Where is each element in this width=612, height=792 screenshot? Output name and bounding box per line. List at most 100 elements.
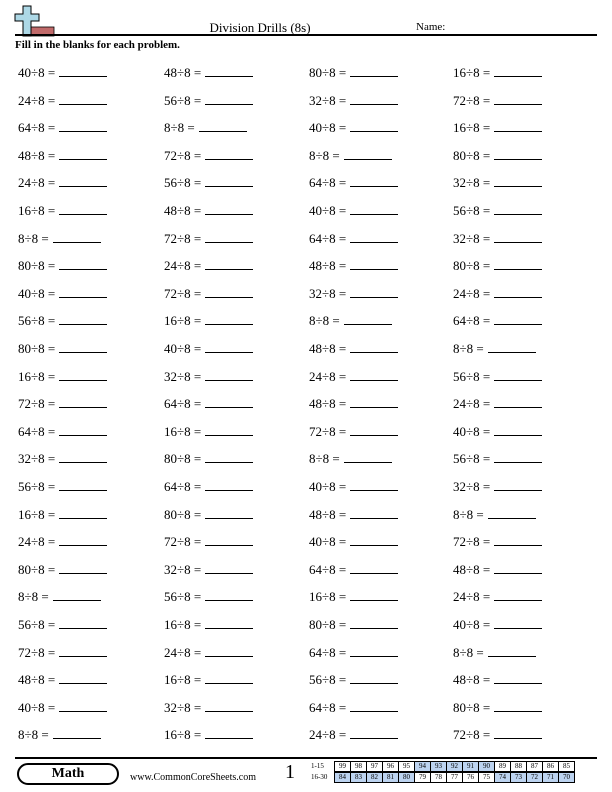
answer-blank[interactable] — [494, 312, 543, 326]
answer-blank[interactable] — [494, 202, 543, 215]
answer-blank[interactable] — [59, 616, 108, 629]
answer-blank[interactable] — [59, 478, 108, 491]
answer-blank[interactable] — [52, 726, 101, 740]
answer-blank[interactable] — [487, 340, 536, 353]
answer-blank[interactable] — [494, 726, 543, 740]
answer-blank[interactable] — [494, 257, 543, 271]
answer-blank[interactable] — [205, 202, 254, 215]
answer-blank[interactable] — [350, 423, 399, 436]
answer-blank[interactable] — [59, 506, 108, 519]
answer-blank[interactable] — [59, 174, 108, 188]
answer-blank[interactable] — [350, 533, 399, 547]
answer-blank[interactable] — [350, 588, 399, 602]
answer-blank[interactable] — [350, 64, 399, 77]
answer-blank[interactable] — [494, 147, 543, 160]
answer-blank[interactable] — [350, 92, 399, 105]
answer-blank[interactable] — [59, 450, 108, 464]
answer-blank[interactable] — [205, 395, 254, 409]
answer-blank[interactable] — [350, 395, 399, 409]
answer-blank[interactable] — [494, 119, 543, 133]
answer-blank[interactable] — [59, 147, 108, 160]
answer-blank[interactable] — [205, 478, 254, 491]
answer-blank[interactable] — [350, 257, 399, 271]
answer-blank[interactable] — [487, 644, 536, 657]
answer-blank[interactable] — [350, 368, 399, 381]
answer-blank[interactable] — [487, 506, 536, 519]
answer-blank[interactable] — [494, 423, 543, 436]
answer-blank[interactable] — [350, 340, 399, 353]
answer-blank[interactable] — [59, 285, 108, 298]
answer-blank[interactable] — [59, 368, 108, 381]
answer-blank[interactable] — [494, 174, 543, 188]
answer-blank[interactable] — [205, 699, 254, 712]
answer-blank[interactable] — [205, 64, 254, 77]
answer-blank[interactable] — [494, 450, 543, 464]
answer-blank[interactable] — [350, 506, 399, 519]
answer-blank[interactable] — [59, 119, 108, 133]
answer-blank[interactable] — [59, 644, 108, 657]
answer-blank[interactable] — [494, 285, 543, 298]
answer-blank[interactable] — [494, 92, 543, 105]
answer-blank[interactable] — [59, 92, 108, 105]
answer-blank[interactable] — [494, 616, 543, 629]
answer-blank[interactable] — [350, 119, 399, 133]
answer-blank[interactable] — [205, 423, 254, 436]
answer-blank[interactable] — [350, 671, 399, 685]
answer-blank[interactable] — [205, 506, 254, 519]
answer-blank[interactable] — [205, 285, 254, 298]
answer-blank[interactable] — [205, 230, 254, 243]
answer-blank[interactable] — [205, 533, 254, 547]
answer-blank[interactable] — [59, 64, 108, 77]
answer-blank[interactable] — [205, 616, 254, 629]
answer-blank[interactable] — [350, 230, 399, 243]
answer-blank[interactable] — [205, 368, 254, 381]
answer-blank[interactable] — [350, 644, 399, 657]
answer-blank[interactable] — [205, 450, 254, 464]
answer-blank[interactable] — [494, 699, 543, 712]
answer-blank[interactable] — [205, 671, 254, 685]
answer-blank[interactable] — [350, 285, 399, 298]
answer-blank[interactable] — [205, 726, 254, 740]
answer-blank[interactable] — [494, 671, 543, 685]
answer-blank[interactable] — [350, 726, 399, 740]
answer-blank[interactable] — [350, 202, 399, 215]
answer-blank[interactable] — [59, 671, 108, 685]
answer-blank[interactable] — [350, 699, 399, 712]
answer-blank[interactable] — [205, 561, 254, 574]
answer-blank[interactable] — [494, 395, 543, 409]
answer-blank[interactable] — [205, 312, 254, 326]
answer-blank[interactable] — [343, 147, 392, 160]
answer-blank[interactable] — [205, 340, 254, 353]
answer-blank[interactable] — [494, 368, 543, 381]
answer-blank[interactable] — [59, 561, 108, 574]
answer-blank[interactable] — [494, 230, 543, 243]
answer-blank[interactable] — [59, 699, 108, 712]
answer-blank[interactable] — [350, 174, 399, 188]
answer-blank[interactable] — [198, 119, 247, 133]
answer-blank[interactable] — [59, 202, 108, 215]
answer-blank[interactable] — [59, 340, 108, 353]
answer-blank[interactable] — [350, 616, 399, 629]
answer-blank[interactable] — [343, 450, 392, 464]
answer-blank[interactable] — [494, 533, 543, 547]
answer-blank[interactable] — [52, 588, 101, 602]
answer-blank[interactable] — [52, 230, 101, 243]
answer-blank[interactable] — [205, 92, 254, 105]
answer-blank[interactable] — [205, 257, 254, 271]
answer-blank[interactable] — [494, 64, 543, 77]
answer-blank[interactable] — [205, 644, 254, 657]
answer-blank[interactable] — [59, 257, 108, 271]
answer-blank[interactable] — [494, 588, 543, 602]
answer-blank[interactable] — [59, 423, 108, 436]
answer-blank[interactable] — [59, 395, 108, 409]
answer-blank[interactable] — [350, 561, 399, 574]
answer-blank[interactable] — [59, 312, 108, 326]
answer-blank[interactable] — [494, 561, 543, 574]
answer-blank[interactable] — [205, 174, 254, 188]
answer-blank[interactable] — [350, 478, 399, 491]
answer-blank[interactable] — [343, 312, 392, 326]
answer-blank[interactable] — [494, 478, 543, 491]
answer-blank[interactable] — [59, 533, 108, 547]
answer-blank[interactable] — [205, 147, 254, 160]
answer-blank[interactable] — [205, 588, 254, 602]
